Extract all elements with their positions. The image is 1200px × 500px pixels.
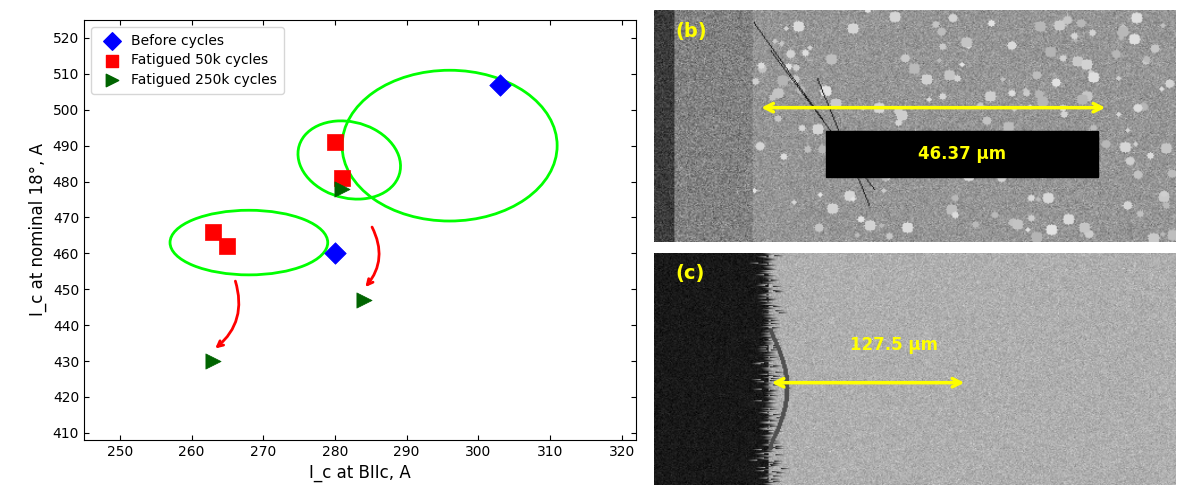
FancyBboxPatch shape: [827, 131, 1098, 178]
Y-axis label: I_c at nominal 18°, A: I_c at nominal 18°, A: [29, 144, 47, 316]
Text: (c): (c): [674, 264, 704, 283]
Point: [354, 296, 373, 304]
Text: (b): (b): [674, 22, 707, 40]
Text: 127.5 μm: 127.5 μm: [850, 336, 938, 354]
X-axis label: I_c at BIIc, A: I_c at BIIc, A: [310, 464, 410, 482]
Point: [325, 138, 344, 146]
Legend: Before cycles, Fatigued 50k cycles, Fatigued 250k cycles: Before cycles, Fatigued 50k cycles, Fati…: [91, 27, 284, 94]
Point: [204, 357, 223, 365]
Point: [332, 174, 352, 182]
Point: [217, 242, 236, 250]
Point: [204, 228, 223, 236]
Point: [490, 80, 509, 88]
Point: [332, 184, 352, 192]
Point: [325, 250, 344, 258]
Text: 46.37 μm: 46.37 μm: [918, 145, 1006, 163]
